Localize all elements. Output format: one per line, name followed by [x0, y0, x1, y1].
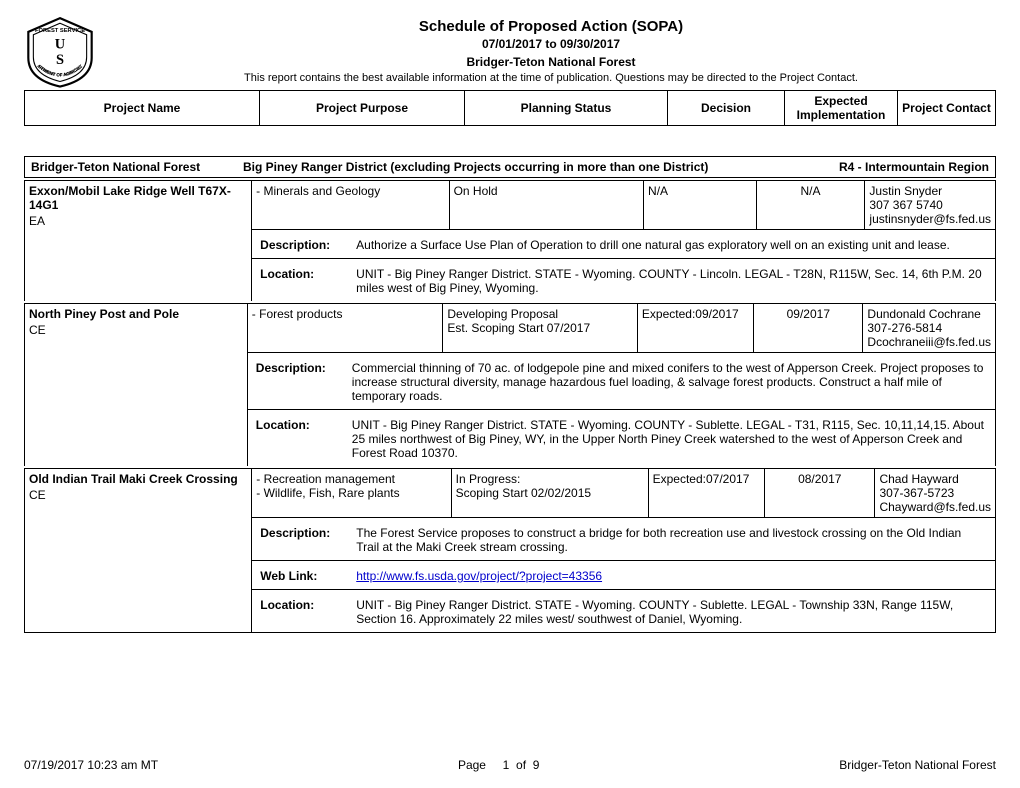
project-purpose: - Forest products: [247, 304, 443, 353]
footer-page: Page 1 of 9: [458, 758, 539, 772]
location-text: UNIT - Big Piney Ranger District. STATE …: [348, 415, 991, 463]
planning-status: On Hold: [449, 181, 643, 230]
district-header: Bridger-Teton National Forest Big Piney …: [24, 156, 996, 178]
location-text: UNIT - Big Piney Ranger District. STATE …: [352, 595, 991, 629]
project-block: Exxon/Mobil Lake Ridge Well T67X-14G1EA-…: [24, 180, 996, 301]
project-contact: Justin Snyder307 367 5740justinsnyder@fs…: [865, 181, 996, 230]
weblink-label: Web Link:: [260, 569, 321, 583]
description-text: The Forest Service proposes to construct…: [352, 523, 991, 557]
doc-type: EA: [29, 212, 247, 228]
location-label: Location:: [256, 418, 314, 432]
description-label: Description:: [256, 361, 330, 375]
description-label: Description:: [260, 238, 334, 252]
col-decision: Decision: [668, 91, 785, 126]
col-planning-status: Planning Status: [465, 91, 668, 126]
svg-text:S: S: [56, 52, 64, 68]
district-forest: Bridger-Teton National Forest: [25, 157, 238, 178]
location-label: Location:: [260, 267, 318, 281]
project-block: North Piney Post and PoleCE- Forest prod…: [24, 303, 996, 466]
project-contact: Chad Hayward307-367-5723Chayward@fs.fed.…: [875, 469, 996, 518]
project-block: Old Indian Trail Maki Creek CrossingCE - …: [24, 468, 996, 633]
doc-type: CE: [29, 486, 247, 502]
disclaimer: This report contains the best available …: [106, 72, 996, 84]
description-text: Authorize a Surface Use Plan of Operatio…: [352, 235, 991, 255]
district-region: R4 - Intermountain Region: [803, 157, 996, 178]
planning-status: In Progress:Scoping Start 02/02/2015: [451, 469, 648, 518]
page-footer: 07/19/2017 10:23 am MT Page 1 of 9 Bridg…: [24, 758, 996, 772]
col-expected-impl: Expected Implementation: [785, 91, 898, 126]
description-label: Description:: [260, 526, 334, 540]
decision: N/A: [644, 181, 757, 230]
expected-impl: N/A: [756, 181, 865, 230]
project-name: Exxon/Mobil Lake Ridge Well T67X-14G1: [29, 184, 247, 212]
svg-text:FOREST SERVICE: FOREST SERVICE: [35, 28, 85, 34]
column-header-table: Project Name Project Purpose Planning St…: [24, 90, 996, 126]
doc-type: CE: [29, 321, 243, 337]
forest-service-logo: FOREST SERVICE U S DEPARTMENT OF AGRICUL…: [24, 16, 96, 88]
expected-impl: 08/2017: [765, 469, 875, 518]
project-purpose: - Recreation management - Wildlife, Fish…: [252, 469, 451, 518]
planning-status: Developing ProposalEst. Scoping Start 07…: [443, 304, 638, 353]
svg-text:U: U: [55, 36, 66, 52]
district-name: Big Piney Ranger District (excluding Pro…: [237, 157, 803, 178]
project-contact: Dundonald Cochrane307-276-5814Dcochranei…: [863, 304, 996, 353]
footer-timestamp: 07/19/2017 10:23 am MT: [24, 758, 158, 772]
location-text: UNIT - Big Piney Ranger District. STATE …: [352, 264, 991, 298]
col-project-name: Project Name: [25, 91, 260, 126]
report-title: Schedule of Proposed Action (SOPA): [106, 18, 996, 35]
col-project-contact: Project Contact: [898, 91, 996, 126]
location-label: Location:: [260, 598, 318, 612]
project-purpose: - Minerals and Geology: [252, 181, 449, 230]
col-project-purpose: Project Purpose: [260, 91, 465, 126]
report-date-range: 07/01/2017 to 09/30/2017: [106, 37, 996, 51]
report-header: FOREST SERVICE U S DEPARTMENT OF AGRICUL…: [24, 14, 996, 88]
expected-impl: 09/2017: [754, 304, 863, 353]
weblink-url[interactable]: http://www.fs.usda.gov/project/?project=…: [356, 569, 602, 583]
project-name: Old Indian Trail Maki Creek Crossing: [29, 472, 247, 486]
footer-forest: Bridger-Teton National Forest: [839, 758, 996, 772]
projects-container: Exxon/Mobil Lake Ridge Well T67X-14G1EA-…: [24, 180, 996, 633]
decision: Expected:09/2017: [637, 304, 753, 353]
description-text: Commercial thinning of 70 ac. of lodgepo…: [348, 358, 991, 406]
decision: Expected:07/2017: [648, 469, 764, 518]
project-name: North Piney Post and Pole: [29, 307, 243, 321]
forest-name: Bridger-Teton National Forest: [106, 55, 996, 69]
